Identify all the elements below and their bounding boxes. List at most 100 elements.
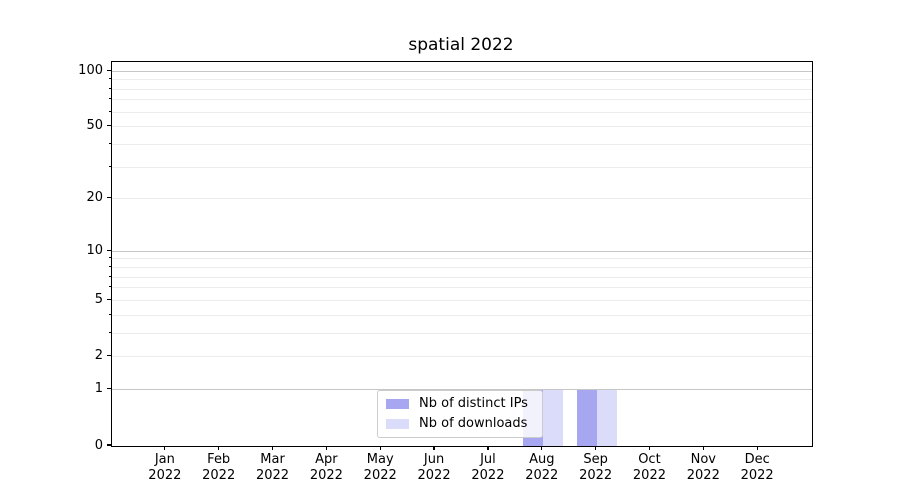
minor-gridline [112,267,812,269]
x-tick-mark [487,446,489,450]
x-tick-mark [648,446,651,450]
y-tick-mark [107,388,111,390]
x-tick-month: Feb [207,452,231,467]
x-tick-mark [756,446,758,450]
x-tick-mark [702,446,704,450]
x-tick-year: 2022 [740,468,774,483]
plot-area: Nb of distinct IPs Nb of downloads [111,61,813,447]
x-tick-year: 2022 [632,468,666,483]
minor-gridline [112,111,812,113]
y-tick-label: 100 [78,62,103,78]
x-tick-month: Apr [315,452,338,467]
y-tick-mark [107,69,111,71]
y-tick-mark [107,444,111,446]
x-tick-year: 2022 [525,468,559,483]
minor-gridline [112,356,812,358]
x-tick-month: Sep [583,452,608,467]
bar-sep-distinct-ips [576,389,597,446]
x-tick-label-mar: Mar 2022 [243,452,303,484]
minor-gridline [112,314,812,316]
legend-label-distinct-ips: Nb of distinct IPs [419,396,528,411]
y-tick-label: 5 [94,291,103,307]
major-gridline [112,250,812,252]
minor-gridline [112,126,812,128]
x-tick-label-nov: Nov 2022 [673,452,733,484]
minor-gridline [112,143,812,145]
legend-item-downloads: Nb of downloads [386,416,534,431]
y-minor-tick-mark [108,165,111,167]
x-tick-month: Mar [260,452,285,467]
bar-sep-downloads [596,389,617,446]
x-tick-month: Dec [744,452,770,467]
x-tick-label-apr: Apr 2022 [296,452,356,484]
x-tick-year: 2022 [202,468,236,483]
legend-item-distinct-ips: Nb of distinct IPs [386,396,534,411]
x-tick-label-feb: Feb 2022 [189,452,249,484]
minor-gridline [112,258,812,260]
x-tick-year: 2022 [417,468,451,483]
minor-gridline [112,332,812,334]
y-tick-label: 10 [86,242,103,258]
x-tick-label-dec: Dec 2022 [727,452,787,484]
x-tick-label-jul: Jul 2022 [458,452,518,484]
minor-gridline [112,79,812,81]
x-tick-month: Jul [480,452,496,467]
legend-swatch-downloads [386,418,409,429]
y-tick-label: 20 [86,190,103,206]
y-minor-tick-mark [108,286,111,288]
y-minor-tick-mark [108,331,111,333]
y-tick-label: 1 [94,381,103,397]
minor-gridline [112,88,812,90]
x-tick-year: 2022 [255,468,290,483]
y-minor-tick-mark [108,78,111,80]
x-tick-label-jun: Jun 2022 [404,452,464,484]
x-tick-month: Oct [638,452,661,467]
y-tick-label: 50 [86,118,103,134]
x-tick-year: 2022 [686,468,720,483]
x-tick-month: Jan [154,452,175,467]
legend: Nb of distinct IPs Nb of downloads [377,390,543,438]
minor-gridline [112,299,812,301]
x-tick-month: Jun [423,452,445,467]
x-tick-mark [595,446,597,450]
y-minor-tick-mark [108,142,111,144]
y-minor-tick-mark [108,98,111,100]
x-tick-mark [218,446,220,450]
y-tick-label: 0 [94,437,103,453]
x-tick-year: 2022 [579,468,613,483]
legend-label-downloads: Nb of downloads [419,416,528,431]
x-tick-year: 2022 [148,468,182,483]
x-tick-label-jan: Jan 2022 [135,452,195,484]
x-tick-month: May [366,452,394,467]
x-tick-mark [379,446,381,450]
x-tick-mark [541,446,543,450]
x-tick-mark [433,446,435,450]
y-minor-tick-mark [108,355,111,357]
legend-swatch-distinct-ips [386,398,409,409]
x-tick-label-oct: Oct 2022 [619,452,679,484]
x-tick-year: 2022 [363,468,397,483]
x-tick-label-may: May 2022 [350,452,410,484]
minor-gridline [112,166,812,168]
y-minor-tick-mark [108,87,111,89]
x-tick-mark [325,446,327,450]
minor-gridline [112,276,812,278]
y-minor-tick-mark [108,257,111,259]
y-minor-tick-mark [108,110,111,112]
y-tick-mark [107,249,111,251]
chart-title: spatial 2022 [408,35,514,55]
x-tick-month: Nov [690,452,716,467]
y-minor-tick-mark [108,125,111,127]
x-tick-mark [164,446,166,450]
major-gridline [112,389,812,391]
y-minor-tick-mark [108,298,111,300]
x-tick-month: Aug [529,452,555,467]
y-minor-tick-mark [108,266,111,268]
minor-gridline [112,287,812,289]
y-tick-label: 2 [94,348,103,364]
x-tick-year: 2022 [471,468,505,483]
y-minor-tick-mark [108,313,111,315]
x-tick-mark [271,446,274,450]
x-tick-label-aug: Aug 2022 [512,452,572,484]
minor-gridline [112,198,812,200]
